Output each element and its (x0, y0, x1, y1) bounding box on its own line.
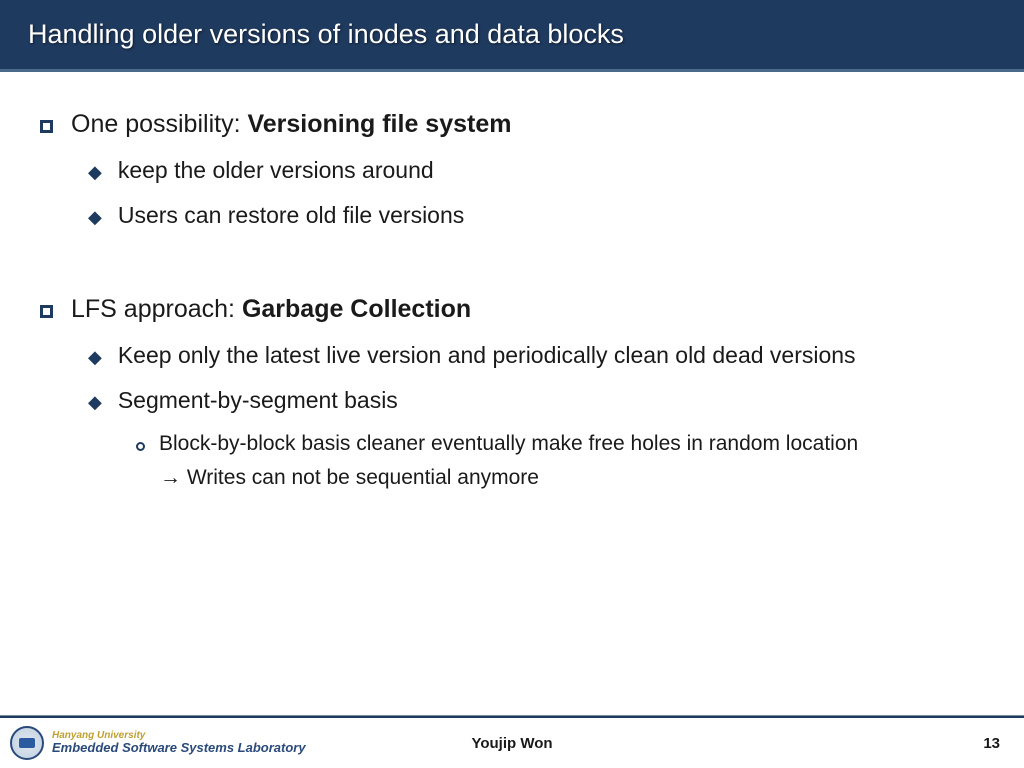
footer-author: Youjip Won (471, 735, 552, 752)
lab-name: Embedded Software Systems Laboratory (52, 741, 306, 755)
text-span: LFS approach: (71, 295, 242, 323)
text-bold: Garbage Collection (242, 295, 471, 323)
bullet-level2: ◆ Users can restore old file versions (88, 202, 984, 229)
bullet-continuation: → Writes can not be sequential anymore (160, 466, 984, 490)
bullet-level1: LFS approach: Garbage Collection (40, 295, 984, 324)
logo-emblem-icon (10, 726, 44, 760)
bullet-text: Segment-by-segment basis (118, 387, 398, 414)
bullet-text: Block-by-block basis cleaner eventually … (159, 432, 858, 456)
bullet-text: One possibility: Versioning file system (71, 110, 511, 139)
square-bullet-icon (40, 305, 53, 318)
slide-footer: Hanyang University Embedded Software Sys… (0, 716, 1024, 768)
text-bold: Versioning file system (247, 110, 511, 138)
text-span: One possibility: (71, 110, 247, 138)
bullet-text: Keep only the latest live version and pe… (118, 342, 856, 369)
diamond-bullet-icon: ◆ (88, 347, 102, 368)
square-bullet-icon (40, 120, 53, 133)
slide-title-bar: Handling older versions of inodes and da… (0, 0, 1024, 72)
diamond-bullet-icon: ◆ (88, 207, 102, 228)
footer-logo: Hanyang University Embedded Software Sys… (10, 726, 306, 760)
bullet-level2: ◆ keep the older versions around (88, 157, 984, 184)
slide-title: Handling older versions of inodes and da… (28, 19, 624, 50)
diamond-bullet-icon: ◆ (88, 162, 102, 183)
bullet-level1: One possibility: Versioning file system (40, 110, 984, 139)
bullet-level3: Block-by-block basis cleaner eventually … (136, 432, 984, 456)
bullet-text: Users can restore old file versions (118, 202, 464, 229)
slide-content: One possibility: Versioning file system … (0, 72, 1024, 490)
logo-text: Hanyang University Embedded Software Sys… (52, 731, 306, 755)
bullet-level2: ◆ Keep only the latest live version and … (88, 342, 984, 369)
bullet-level2: ◆ Segment-by-segment basis (88, 387, 984, 414)
spacer (40, 247, 984, 295)
bullet-text: keep the older versions around (118, 157, 434, 184)
circle-bullet-icon (136, 442, 145, 451)
bullet-text: LFS approach: Garbage Collection (71, 295, 471, 324)
diamond-bullet-icon: ◆ (88, 392, 102, 413)
page-number: 13 (983, 735, 1000, 752)
